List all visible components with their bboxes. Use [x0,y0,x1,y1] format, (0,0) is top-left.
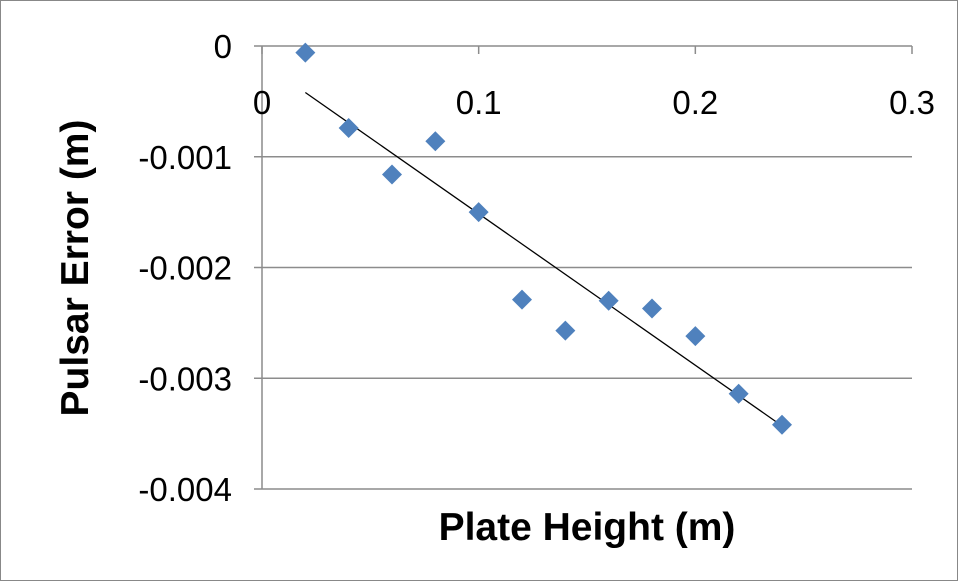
data-point [382,164,402,185]
data-points [295,42,792,435]
data-point [512,289,532,310]
trendline-layer [304,91,783,427]
x-axis-title: Plate Height (m) [439,506,736,549]
data-point [772,414,792,435]
data-point [295,42,316,63]
data-point [642,298,662,319]
y-tick-label: -0.001 [138,139,232,176]
data-point [425,131,446,152]
tick-labels: 0 -0.001 -0.002 -0.003 -0.004 0 0.1 0.2 0.3 [138,28,935,508]
data-point [598,290,619,311]
data-point [338,117,359,138]
data-point [468,202,489,223]
x-tick-label: 0.3 [889,84,935,121]
grid-lines [254,45,912,490]
x-tick-label: 0.2 [672,84,718,121]
data-point [728,383,749,404]
y-tick-label: -0.002 [138,250,232,287]
data-point [555,320,576,341]
y-axis-title: Pulsar Error (m) [54,120,97,417]
y-tick-label: -0.004 [138,471,232,508]
x-tick-label: 0.1 [456,84,502,121]
data-point [685,326,706,347]
y-tick-label: 0 [214,28,232,65]
trendline [304,91,783,427]
x-tick-label: 0 [253,84,271,121]
axes [261,46,913,489]
y-tick-label: -0.003 [138,360,232,397]
